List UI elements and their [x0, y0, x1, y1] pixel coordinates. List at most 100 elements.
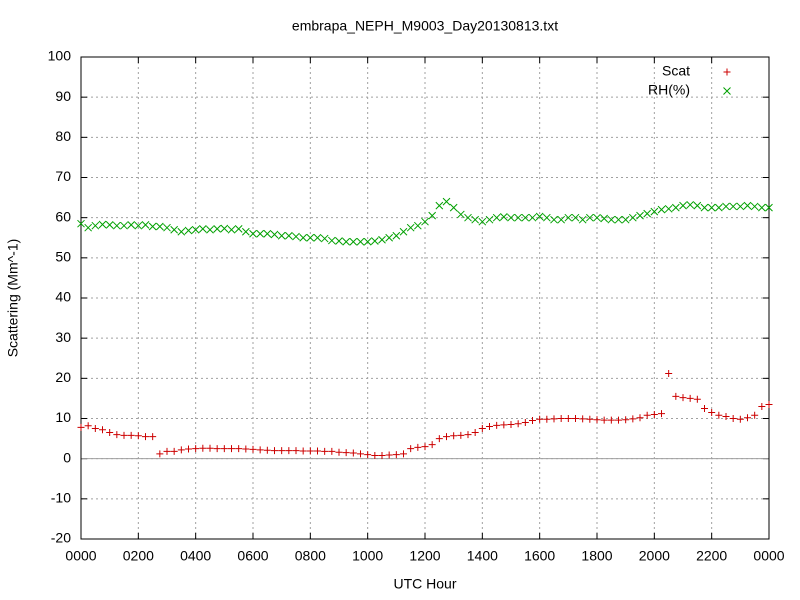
point — [327, 236, 336, 245]
point — [542, 213, 551, 222]
point — [292, 447, 300, 455]
point — [464, 213, 472, 222]
point — [521, 419, 529, 427]
point — [514, 213, 523, 222]
y-tick-label: 20 — [55, 369, 71, 385]
point — [149, 433, 157, 441]
point — [342, 449, 350, 457]
point — [191, 225, 200, 234]
point — [256, 229, 265, 238]
point — [729, 202, 738, 211]
point — [686, 394, 694, 402]
point — [249, 445, 257, 453]
point — [650, 410, 658, 418]
point — [77, 219, 85, 228]
point — [707, 203, 716, 212]
point — [91, 221, 100, 230]
point — [478, 217, 487, 226]
point — [442, 197, 451, 206]
point — [486, 423, 493, 431]
point — [314, 447, 321, 455]
y-tick-label: -20 — [51, 530, 71, 546]
point — [636, 414, 644, 422]
point — [378, 235, 386, 244]
point — [156, 450, 164, 458]
point — [185, 445, 192, 453]
point — [91, 425, 99, 433]
point — [485, 215, 494, 224]
point — [492, 213, 501, 222]
point — [413, 221, 422, 230]
point — [127, 431, 135, 439]
point — [765, 203, 773, 212]
point — [593, 416, 601, 424]
point — [714, 203, 723, 212]
point — [564, 415, 572, 422]
point — [142, 433, 149, 441]
point — [120, 221, 128, 230]
x-axis-label: UTC Hour — [393, 576, 456, 592]
point — [744, 414, 751, 422]
point — [127, 221, 136, 229]
point — [285, 447, 293, 455]
point — [571, 213, 580, 222]
point — [449, 203, 458, 212]
point — [99, 426, 106, 434]
point — [435, 435, 443, 443]
point — [736, 202, 745, 211]
point — [371, 451, 379, 459]
point — [708, 408, 716, 416]
point — [235, 445, 243, 453]
point — [378, 451, 386, 459]
point — [148, 222, 157, 231]
point — [98, 220, 107, 229]
point — [106, 429, 114, 437]
point — [500, 421, 508, 429]
point — [342, 237, 351, 246]
point — [715, 411, 723, 419]
point — [141, 221, 150, 229]
legend-label: Scat — [662, 63, 690, 79]
point — [722, 202, 730, 211]
point — [363, 237, 372, 246]
point — [493, 421, 501, 429]
point — [134, 221, 143, 230]
point — [428, 211, 437, 220]
point — [622, 416, 630, 424]
point — [112, 221, 121, 230]
point — [701, 404, 708, 412]
point — [722, 412, 730, 420]
point — [664, 204, 673, 213]
point — [729, 415, 737, 422]
point — [177, 227, 186, 236]
x-tick-label: 0000 — [753, 548, 784, 564]
point — [643, 209, 652, 218]
point — [751, 411, 759, 419]
point — [306, 447, 314, 455]
point — [299, 447, 307, 455]
point — [199, 444, 207, 452]
point — [650, 207, 659, 216]
point — [615, 416, 622, 424]
point — [163, 447, 171, 455]
point — [421, 217, 429, 226]
point — [120, 431, 128, 439]
point — [357, 450, 364, 458]
point — [586, 415, 594, 423]
point — [550, 215, 558, 224]
y-tick-label: 50 — [55, 249, 71, 265]
point — [320, 234, 329, 243]
point — [743, 201, 752, 210]
point — [443, 433, 450, 441]
point — [113, 431, 121, 439]
x-tick-label: 1000 — [352, 548, 383, 564]
point — [671, 203, 680, 212]
point — [249, 229, 257, 238]
point — [572, 415, 579, 422]
point — [471, 215, 480, 224]
point — [585, 213, 594, 222]
y-tick-label: 40 — [55, 289, 71, 305]
point — [306, 233, 315, 242]
